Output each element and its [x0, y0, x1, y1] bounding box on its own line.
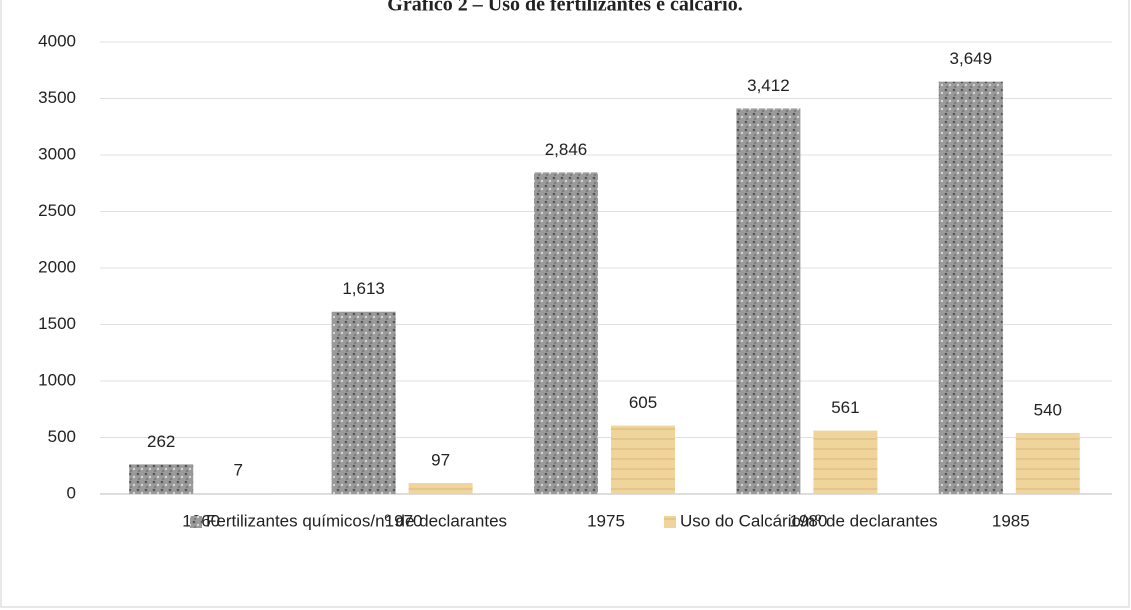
- data-label: 561: [831, 398, 859, 417]
- bar: [408, 483, 473, 494]
- y-tick-label: 500: [48, 427, 76, 446]
- x-tick-label: 1970: [385, 511, 423, 530]
- bar: [1015, 432, 1080, 494]
- y-tick-label: 0: [67, 483, 76, 502]
- bar: [736, 108, 801, 494]
- bar: [611, 425, 675, 494]
- y-tick-label: 2500: [38, 201, 76, 220]
- y-tick-label: 2000: [38, 257, 76, 276]
- x-tick-label: 1985: [992, 511, 1030, 530]
- bar: [813, 430, 878, 494]
- legend-swatch: [664, 516, 676, 528]
- y-tick-label: 1500: [38, 314, 76, 333]
- x-tick-label: 1975: [587, 511, 625, 530]
- legend-swatch: [190, 516, 202, 528]
- y-tick-label: 3500: [38, 88, 76, 107]
- bar: [938, 81, 1003, 495]
- data-label: 540: [1034, 400, 1062, 419]
- data-label: 262: [147, 432, 175, 451]
- data-label: 1,613: [342, 279, 385, 298]
- data-label: 605: [629, 393, 657, 412]
- data-label: 3,649: [950, 49, 993, 68]
- data-label: 2,846: [545, 140, 588, 159]
- data-label: 97: [431, 451, 450, 470]
- chart-title: Gráfico 2 – Uso de fertilizantes e calcá…: [387, 0, 742, 16]
- bar: [534, 172, 598, 495]
- legend-label: Uso do Calcário/nº de declarantes: [680, 511, 938, 530]
- y-tick-label: 1000: [38, 370, 76, 389]
- legend-label: Fertilizantes químicos/nº de declarantes: [206, 511, 507, 530]
- bar: [129, 464, 194, 494]
- data-label: 7: [233, 461, 242, 480]
- data-label: 3,412: [747, 76, 790, 95]
- bar: [331, 311, 396, 494]
- y-tick-label: 3000: [38, 144, 76, 163]
- x-tick-label: 1980: [789, 511, 827, 530]
- bar: [206, 493, 271, 494]
- y-tick-label: 4000: [38, 31, 76, 50]
